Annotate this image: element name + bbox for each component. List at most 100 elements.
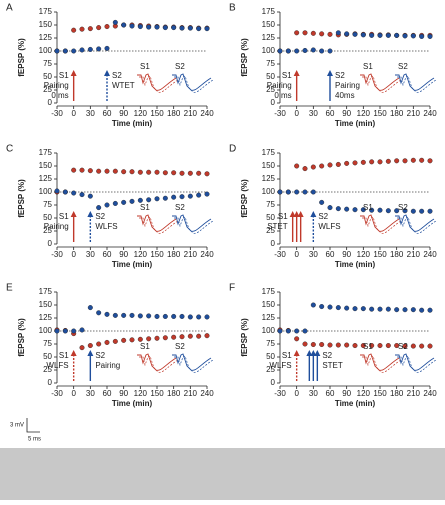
data-point — [104, 45, 110, 51]
data-point — [162, 313, 168, 319]
stimulus-label: 0 ms — [51, 91, 68, 100]
y-tick-label: 125 — [39, 313, 53, 322]
data-point — [71, 167, 77, 173]
y-tick-label: 50 — [266, 72, 275, 81]
data-point — [162, 195, 168, 201]
panel-letter: E — [6, 283, 13, 294]
arrow-head — [293, 211, 300, 217]
data-point — [394, 158, 400, 164]
data-point — [179, 313, 185, 319]
data-point — [335, 342, 341, 348]
data-point — [344, 342, 350, 348]
data-point — [54, 188, 60, 194]
inset-trace — [395, 353, 435, 371]
x-tick-label: 60 — [103, 389, 112, 398]
stimulus-label: S1 — [282, 71, 292, 80]
x-tick-label: 60 — [326, 250, 335, 259]
data-point — [310, 189, 316, 195]
data-point — [402, 343, 408, 349]
inset-label: S1 — [363, 203, 373, 212]
stimulus-label: Pairing — [267, 81, 292, 90]
data-point — [146, 336, 152, 342]
arrow-head — [289, 211, 296, 217]
data-point — [129, 169, 135, 175]
inset-trace — [360, 73, 400, 91]
x-tick-label: 210 — [184, 109, 198, 118]
arrow-head — [70, 350, 77, 356]
panel-letter: A — [6, 3, 13, 14]
x-tick-label: 180 — [390, 109, 404, 118]
data-point — [427, 33, 433, 39]
data-point — [171, 313, 177, 319]
data-point — [410, 343, 416, 349]
data-point — [187, 170, 193, 176]
data-point — [129, 312, 135, 318]
data-point — [352, 207, 358, 213]
y-tick-label: 25 — [43, 226, 52, 235]
y-tick-label: 100 — [262, 46, 276, 55]
data-point — [352, 160, 358, 166]
data-point — [402, 208, 408, 214]
x-tick-label: 120 — [357, 109, 371, 118]
data-point — [419, 33, 425, 39]
stimulus-label: WLFS — [269, 361, 291, 370]
data-point — [352, 343, 358, 349]
data-point — [96, 46, 102, 52]
stimulus-label: S1 — [59, 351, 69, 360]
y-tick-label: 25 — [266, 365, 275, 374]
data-point — [427, 158, 433, 164]
data-point — [294, 48, 300, 54]
data-point — [344, 160, 350, 166]
stimulus-label: S2 — [318, 212, 328, 221]
data-point — [71, 328, 77, 334]
y-tick-label: 0 — [271, 239, 276, 248]
y-tick-label: 50 — [43, 72, 52, 81]
y-tick-label: 50 — [43, 352, 52, 361]
data-point — [137, 24, 143, 30]
stimulus-label: Pairing — [44, 222, 69, 231]
data-point — [377, 32, 383, 38]
y-tick-label: 125 — [262, 174, 276, 183]
data-point — [146, 313, 152, 319]
inset-label: S2 — [398, 342, 408, 351]
stimulus-label: S2 — [95, 351, 105, 360]
y-axis-label: fEPSP (%) — [17, 38, 26, 77]
data-point — [87, 168, 93, 174]
data-point — [394, 208, 400, 214]
arrow-head — [310, 211, 317, 217]
stimulus-label: STET — [322, 361, 343, 370]
x-tick-label: 90 — [342, 109, 351, 118]
inset-trace — [172, 214, 212, 232]
data-point — [410, 157, 416, 163]
y-tick-label: 25 — [43, 365, 52, 374]
stimulus-label: S2 — [322, 351, 332, 360]
inset-trace — [172, 73, 212, 91]
inset-trace — [137, 214, 177, 232]
y-tick-label: 75 — [43, 339, 52, 348]
data-point — [71, 27, 77, 33]
data-point — [327, 162, 333, 168]
data-point — [335, 206, 341, 212]
data-point — [204, 26, 210, 32]
arrow-head — [87, 211, 94, 217]
data-point — [71, 48, 77, 54]
data-point — [204, 333, 210, 339]
data-point — [302, 166, 308, 172]
data-point — [360, 32, 366, 38]
x-tick-label: 30 — [86, 109, 95, 118]
data-point — [79, 167, 85, 173]
data-point — [319, 342, 325, 348]
data-point — [319, 304, 325, 310]
x-tick-label: 210 — [184, 250, 198, 259]
stimulus-label: 0 ms — [274, 91, 291, 100]
panel-letter: B — [229, 3, 236, 14]
data-point — [360, 306, 366, 312]
data-point — [419, 307, 425, 313]
data-point — [162, 335, 168, 341]
inset-trace — [137, 353, 177, 371]
x-tick-label: 60 — [103, 250, 112, 259]
data-point — [427, 343, 433, 349]
x-tick-label: 90 — [119, 109, 128, 118]
data-point — [410, 307, 416, 313]
data-point — [79, 192, 85, 198]
